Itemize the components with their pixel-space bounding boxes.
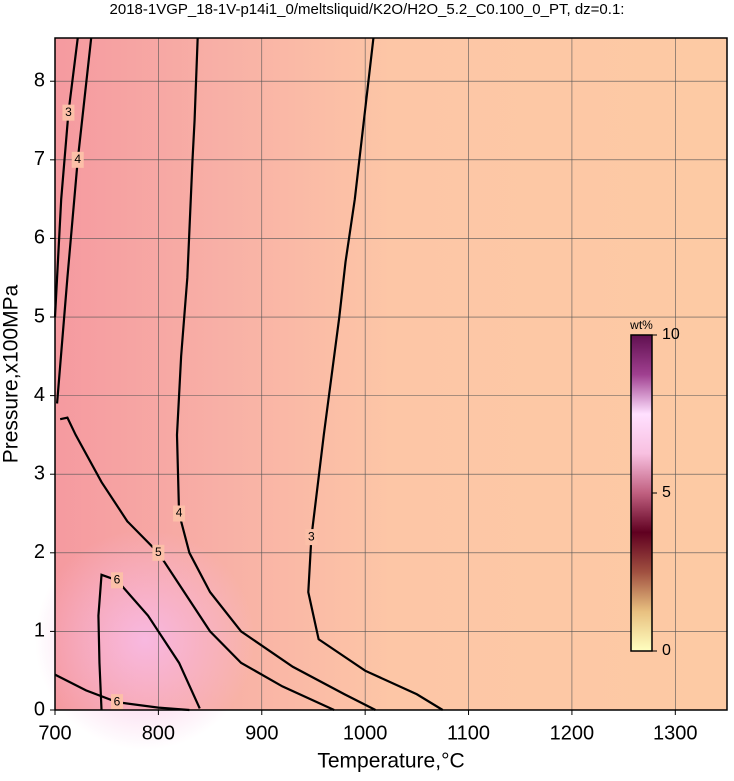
contour-label-bg xyxy=(173,505,186,522)
contour-label: 4 xyxy=(176,506,183,520)
contour-label-bg xyxy=(305,529,318,546)
colorbar xyxy=(630,334,653,652)
contour-label-bg xyxy=(152,544,165,561)
y-tick-label: 2 xyxy=(34,541,45,563)
x-tick-label: 800 xyxy=(142,722,175,744)
contour-label: 4 xyxy=(74,152,81,166)
contour-line xyxy=(97,573,201,711)
highlight xyxy=(35,530,255,750)
y-tick-label: 0 xyxy=(34,698,45,720)
colorbar-tick-label: 0 xyxy=(662,642,671,659)
contour-label-bg xyxy=(111,694,124,711)
contour-line xyxy=(55,37,93,404)
contour-label: 5 xyxy=(155,545,162,559)
x-tick-label: 1300 xyxy=(653,722,698,744)
colorbar-label: wt% xyxy=(629,318,653,332)
contour-label-bg xyxy=(71,151,84,168)
y-tick-label: 8 xyxy=(34,70,45,92)
y-tick-label: 6 xyxy=(34,227,45,249)
contour-label: 3 xyxy=(308,529,315,543)
y-tick-label: 7 xyxy=(34,148,45,170)
x-axis-label: Temperature,°C xyxy=(317,750,464,773)
contour-label: 6 xyxy=(114,572,121,586)
chart-title: 2018-1VGP_18-1V-p14i1_0/meltsliquid/K2O/… xyxy=(110,1,625,18)
y-tick-label: 4 xyxy=(34,384,45,406)
y-tick-label: 3 xyxy=(34,462,45,484)
y-axis-label: Pressure,x100MPa xyxy=(0,284,23,463)
contour-label: 3 xyxy=(65,105,72,119)
plot-frame xyxy=(54,37,728,711)
colorbar-tick-label: 5 xyxy=(662,484,671,501)
x-tick-label: 1000 xyxy=(343,722,388,744)
y-tick-label: 5 xyxy=(34,305,45,327)
contour-label-bg xyxy=(62,104,75,121)
x-tick-label: 1100 xyxy=(447,722,490,744)
x-tick-label: 900 xyxy=(245,722,278,744)
contour-label-bg xyxy=(111,572,124,589)
x-tick-label: 1200 xyxy=(550,722,595,744)
contour-label: 6 xyxy=(114,694,121,708)
colorbar-tick-label: 10 xyxy=(662,326,680,343)
contour-line xyxy=(53,37,79,318)
x-tick-label: 700 xyxy=(38,722,71,744)
y-tick-label: 1 xyxy=(34,620,45,642)
